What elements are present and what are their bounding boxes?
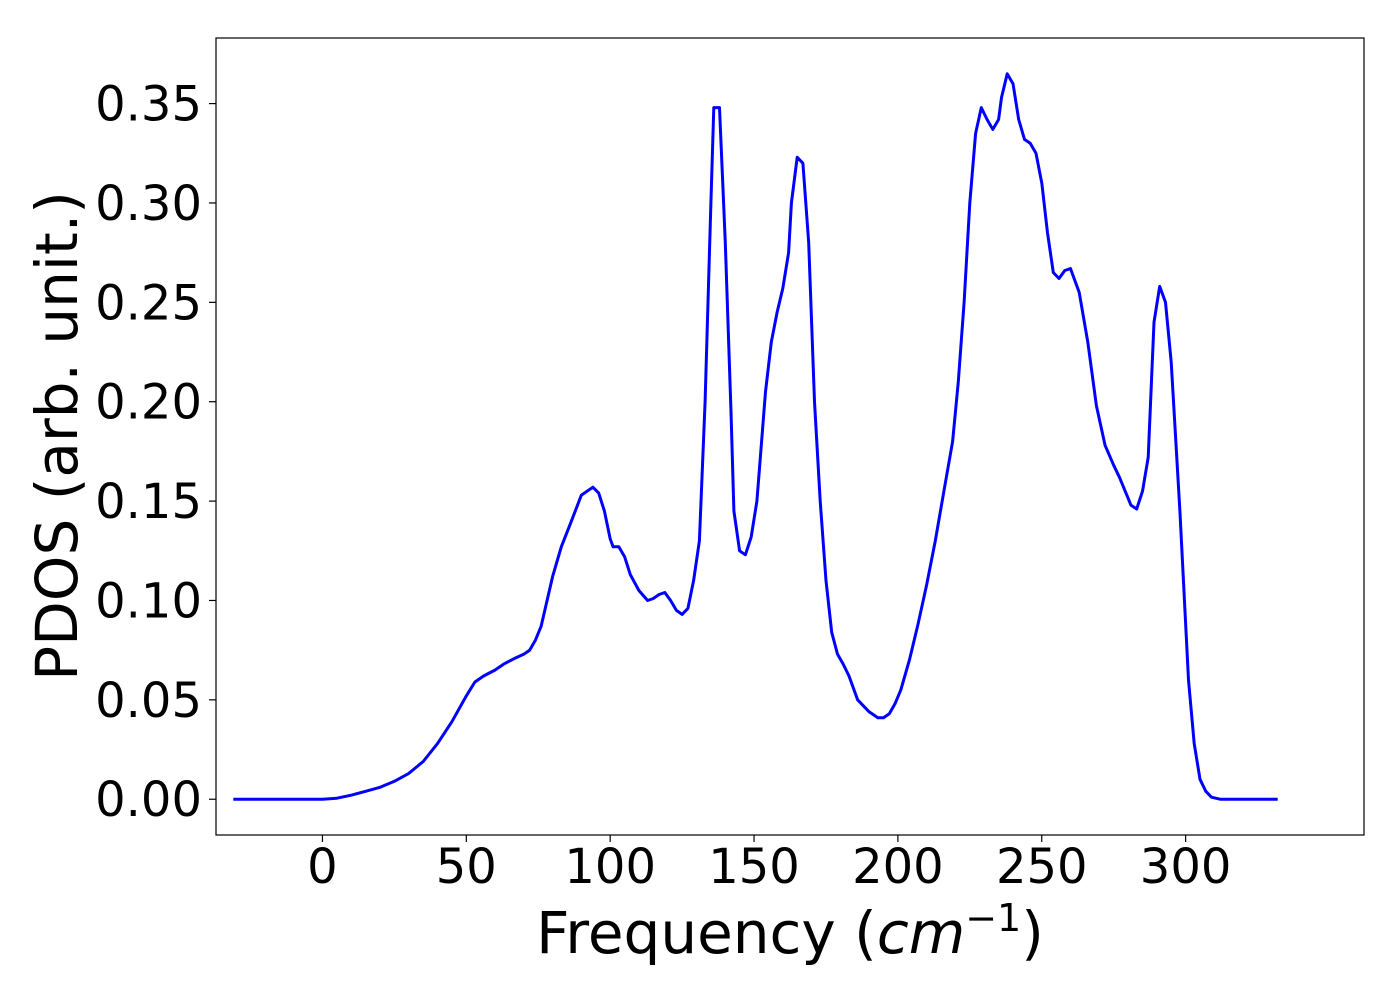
plot-frame bbox=[215, 37, 1365, 836]
x-tick-label: 150 bbox=[708, 839, 800, 895]
y-tick-label: 0.35 bbox=[95, 77, 202, 133]
y-tick-label: 0.30 bbox=[95, 176, 202, 232]
x-tick-label: 50 bbox=[436, 839, 497, 895]
x-axis-label: Frequency (cm−1) bbox=[536, 896, 1044, 967]
y-axis-label: PDOS (arb. unit.) bbox=[23, 191, 91, 681]
x-axis-ticks: 0 50 100 150 200 250 300 bbox=[307, 835, 1231, 895]
plot-layer bbox=[233, 72, 1278, 801]
y-tick-label: 0.10 bbox=[95, 573, 202, 629]
y-tick-label: 0.15 bbox=[95, 474, 202, 530]
x-tick-label: 200 bbox=[852, 839, 944, 895]
y-tick-label: 0.20 bbox=[95, 375, 202, 431]
y-tick-label: 0.25 bbox=[95, 275, 202, 331]
pdos-series-line bbox=[233, 72, 1278, 801]
y-tick-label: 0.00 bbox=[95, 772, 202, 828]
y-tick-label: 0.05 bbox=[95, 673, 202, 729]
x-tick-label: 250 bbox=[996, 839, 1088, 895]
x-tick-label: 0 bbox=[307, 839, 338, 895]
x-tick-label: 300 bbox=[1140, 839, 1232, 895]
x-tick-label: 100 bbox=[564, 839, 656, 895]
y-axis-ticks: 0.00 0.05 0.10 0.15 0.20 0.25 0.30 0.35 bbox=[95, 77, 216, 828]
